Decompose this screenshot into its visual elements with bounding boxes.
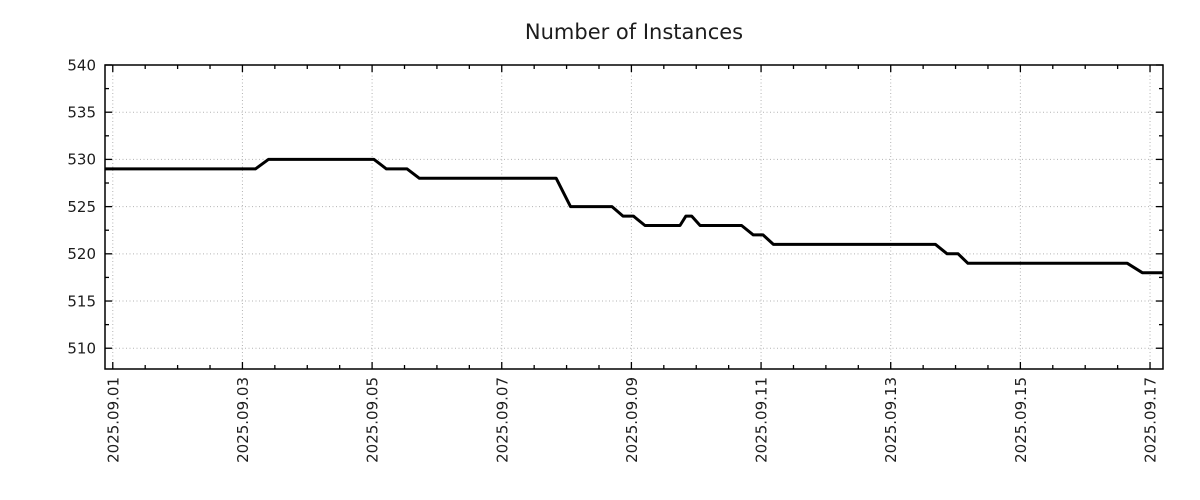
y-tick-label: 525 — [67, 198, 96, 216]
y-tick-label: 515 — [67, 292, 96, 310]
x-tick-label: 2025.09.11 — [753, 377, 771, 463]
x-tick-label: 2025.09.09 — [623, 377, 641, 463]
data-series — [105, 157, 1163, 275]
x-tick-label: 2025.09.03 — [234, 377, 252, 463]
axis-ticks — [105, 64, 1163, 369]
x-tick-label: 2025.09.01 — [104, 377, 122, 463]
x-tick-label: 2025.09.07 — [493, 377, 511, 463]
y-tick-label: 540 — [67, 56, 96, 74]
y-tick-label: 520 — [67, 245, 96, 263]
x-tick-label: 2025.09.17 — [1142, 377, 1160, 463]
axis-frame — [104, 64, 1164, 370]
y-tick-label: 530 — [67, 151, 96, 169]
x-tick-label: 2025.09.15 — [1012, 377, 1030, 463]
y-tick-label: 510 — [67, 339, 96, 357]
chart-title: Number of Instances — [525, 20, 743, 44]
y-tick-label: 535 — [67, 103, 96, 121]
x-tick-label: 2025.09.13 — [882, 377, 900, 463]
plot-border — [104, 64, 1164, 370]
tick-labels: 510 515 520 525 530 535 540 2025.09.01 2025.09.0… — [67, 56, 1159, 463]
instances-line — [105, 157, 1163, 275]
x-tick-label: 2025.09.05 — [364, 377, 382, 463]
